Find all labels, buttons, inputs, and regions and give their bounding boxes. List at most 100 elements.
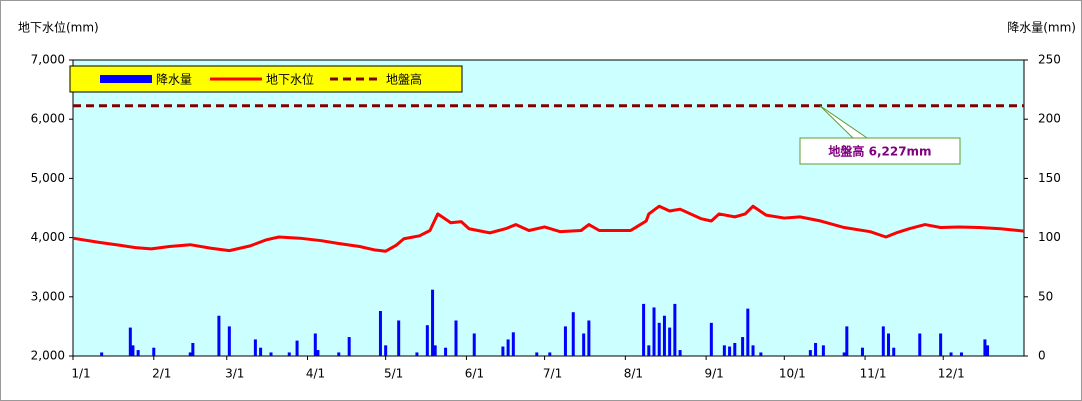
x-tick-label: 9/1 bbox=[704, 367, 723, 381]
y2-tick-label: 100 bbox=[1038, 230, 1061, 244]
x-tick-label: 3/1 bbox=[225, 367, 244, 381]
y-tick-label: 2,000 bbox=[31, 349, 65, 363]
rain-bar bbox=[668, 327, 672, 356]
rain-bar bbox=[842, 352, 846, 356]
rain-bar bbox=[892, 347, 896, 356]
rain-bar bbox=[652, 307, 656, 356]
rain-bar bbox=[397, 320, 401, 356]
rain-bar bbox=[337, 352, 341, 356]
rain-bar bbox=[571, 312, 575, 356]
rain-bar bbox=[959, 352, 963, 356]
y2-tick-label: 200 bbox=[1038, 112, 1061, 126]
x-tick-label: 7/1 bbox=[543, 367, 562, 381]
annotation: 地盤高 6,227mm bbox=[828, 144, 931, 159]
x-tick-label: 11/1 bbox=[860, 367, 887, 381]
x-tick-label: 2/1 bbox=[152, 367, 171, 381]
rain-bar bbox=[563, 326, 567, 356]
rain-bar bbox=[733, 342, 737, 356]
rain-bar bbox=[511, 332, 515, 356]
rain-bar bbox=[472, 333, 476, 356]
rain-bar bbox=[444, 347, 448, 356]
rain-bar bbox=[949, 352, 953, 356]
rain-bar bbox=[887, 333, 891, 356]
rain-bar bbox=[188, 352, 192, 356]
rain-bar bbox=[983, 339, 987, 356]
y-axis-label: 地下水位(mm) bbox=[18, 20, 99, 35]
y-tick-label: 5,000 bbox=[31, 171, 65, 185]
y-tick-label: 4,000 bbox=[31, 230, 65, 244]
y2-tick-label: 150 bbox=[1038, 171, 1061, 185]
rain-bar bbox=[808, 350, 812, 356]
rain-bar bbox=[191, 342, 195, 356]
rain-bar bbox=[814, 342, 818, 356]
rain-bar bbox=[986, 345, 990, 356]
rain-bar bbox=[431, 289, 435, 356]
rain-bar bbox=[587, 320, 591, 356]
y-tick-label: 6,000 bbox=[31, 112, 65, 126]
rain-bar bbox=[657, 322, 661, 356]
rain-bar bbox=[415, 352, 419, 356]
rain-bar bbox=[881, 326, 885, 356]
rain-bar bbox=[501, 346, 505, 356]
legend-label: 降水量 bbox=[156, 73, 192, 87]
rain-bar bbox=[709, 322, 713, 356]
rain-bar bbox=[535, 352, 539, 356]
rain-bar bbox=[259, 347, 263, 356]
rain-bar bbox=[100, 352, 104, 356]
x-tick-label: 10/1 bbox=[779, 367, 806, 381]
rain-bar bbox=[741, 337, 745, 356]
rain-bar bbox=[128, 327, 132, 356]
rain-bar bbox=[316, 350, 320, 356]
annotation-box bbox=[799, 137, 961, 165]
rain-bar bbox=[454, 320, 458, 356]
rain-bar bbox=[845, 326, 849, 356]
rain-bar bbox=[384, 345, 388, 356]
rain-bar bbox=[136, 350, 140, 356]
x-tick-label: 8/1 bbox=[624, 367, 643, 381]
rain-bar bbox=[860, 347, 864, 356]
rain-bar bbox=[722, 345, 726, 356]
y2-tick-label: 250 bbox=[1038, 53, 1061, 67]
y2-axis-label: 降水量(mm) bbox=[1007, 21, 1076, 35]
rain-bar bbox=[425, 325, 429, 356]
rain-bar bbox=[378, 311, 382, 356]
rain-bar bbox=[313, 333, 317, 356]
rain-bar bbox=[152, 347, 156, 356]
groundwater-line bbox=[72, 204, 1025, 253]
rain-bar bbox=[678, 350, 682, 356]
x-tick-label: 1/1 bbox=[71, 367, 90, 381]
rain-bar bbox=[751, 345, 755, 356]
rain-bar bbox=[918, 333, 922, 356]
rain-bar bbox=[131, 345, 135, 356]
rain-bar bbox=[728, 346, 732, 356]
y-tick-label: 3,000 bbox=[31, 289, 65, 303]
rain-bar bbox=[582, 333, 586, 356]
rain-bar bbox=[548, 352, 552, 356]
plot-area bbox=[72, 59, 1025, 357]
x-tick-label: 12/1 bbox=[938, 367, 965, 381]
rain-bar bbox=[227, 326, 231, 356]
rain-bar bbox=[746, 308, 750, 356]
rain-bar bbox=[217, 315, 221, 356]
x-tick-label: 4/1 bbox=[306, 367, 325, 381]
rain-bar bbox=[506, 339, 510, 356]
rain-bar bbox=[253, 339, 257, 356]
y2-tick-label: 0 bbox=[1038, 349, 1046, 363]
rain-bar bbox=[642, 303, 646, 356]
rain-bar bbox=[269, 352, 273, 356]
y2-tick-label: 50 bbox=[1038, 289, 1053, 303]
y-tick-label: 7,000 bbox=[31, 53, 65, 67]
rain-bar bbox=[295, 340, 299, 356]
rain-bar bbox=[673, 303, 677, 356]
rain-bar bbox=[287, 352, 291, 356]
legend-label: 地下水位 bbox=[266, 72, 314, 87]
rain-bar bbox=[821, 345, 825, 356]
rain-bar bbox=[433, 345, 437, 356]
rain-bar bbox=[347, 337, 351, 356]
rain-bar bbox=[939, 333, 943, 356]
legend-label: 地盤高 bbox=[386, 72, 422, 87]
x-tick-label: 6/1 bbox=[465, 367, 484, 381]
rain-bar bbox=[759, 352, 763, 356]
x-tick-label: 5/1 bbox=[384, 367, 403, 381]
